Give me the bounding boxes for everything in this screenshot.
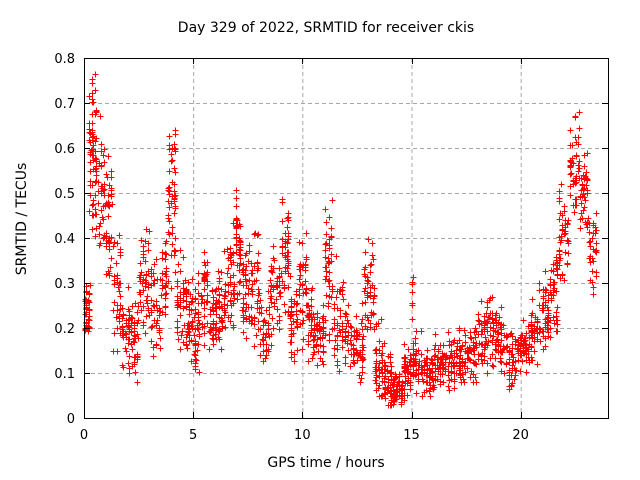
y-tick-label: 0.3 [54, 277, 75, 292]
y-tick-label: 0.7 [54, 97, 75, 112]
y-tick-labels: 0 0.1 0.2 0.3 0.4 0.5 0.6 0.7 0.8 [54, 52, 75, 427]
y-tick-label: 0.1 [54, 367, 75, 382]
x-tick-label: 20 [512, 428, 529, 443]
y-tick-label: 0 [67, 412, 75, 427]
x-tick-label: 0 [80, 428, 88, 443]
x-tick-label: 10 [294, 428, 311, 443]
y-tick-label: 0.4 [54, 232, 75, 247]
x-tick-labels: 0 5 10 15 20 [80, 428, 529, 443]
data-points-srmtid [82, 71, 600, 409]
y-tick-label: 0.8 [54, 52, 75, 67]
y-tick-label: 0.5 [54, 187, 75, 202]
chart-title: Day 329 of 2022, SRMTID for receiver cki… [177, 20, 475, 36]
y-tick-label: 0.6 [54, 142, 75, 157]
axis-ticks [84, 58, 608, 419]
y-tick-label: 0.2 [54, 322, 75, 337]
x-tick-label: 5 [189, 428, 197, 443]
x-axis-label: GPS time / hours [267, 455, 385, 471]
x-tick-label: 15 [403, 428, 420, 443]
